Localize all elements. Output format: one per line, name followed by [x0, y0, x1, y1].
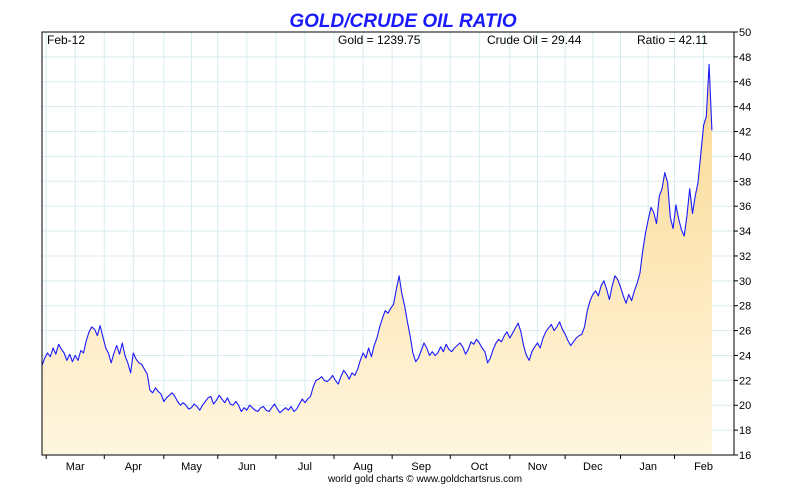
period-label: Feb-12: [47, 33, 85, 47]
series-line: [41, 63, 713, 414]
area-fill-layer: [41, 63, 713, 456]
chart-title: GOLD/CRUDE OIL RATIO: [289, 11, 517, 32]
y-tick-label: 44: [739, 102, 751, 114]
y-tick-label: 30: [739, 276, 751, 288]
x-tick-label: Dec: [583, 461, 603, 473]
crude-price-label: Crude Oil = 29.44: [487, 33, 582, 47]
x-tick-label: Apr: [125, 461, 142, 473]
x-tick-label: Feb: [694, 461, 713, 473]
x-axis: Mar Apr May Jun Jul Aug Sep Oct Nov Dec Jan Feb: [45, 455, 713, 473]
plot-frame: [41, 31, 735, 456]
ratio-value-label: Ratio = 42.11: [637, 33, 708, 47]
y-tick-label: 50: [739, 27, 751, 39]
x-tick-label: Oct: [471, 461, 488, 473]
x-tick-label: Jun: [238, 461, 256, 473]
y-tick-label: 26: [739, 326, 751, 338]
series-area: [42, 64, 712, 456]
y-tick-label: 32: [739, 251, 751, 263]
footer-credit: world gold charts © www.goldchartsrus.co…: [327, 474, 522, 485]
y-tick-label: 46: [739, 77, 751, 89]
y-tick-label: 42: [739, 127, 751, 139]
x-tick-label: Jul: [298, 461, 312, 473]
y-tick-label: 18: [739, 425, 751, 437]
x-tick-label: Sep: [411, 461, 431, 473]
gold-price-label: Gold = 1239.75: [338, 33, 421, 47]
y-tick-label: 36: [739, 201, 751, 213]
y-axis: 16 18 20 22 24 26 28 30 32 34 36 38 40 42 44 46 48 50: [734, 27, 751, 462]
y-tick-label: 20: [739, 400, 751, 412]
x-tick-label: Mar: [66, 461, 85, 473]
x-tick-label: Aug: [353, 461, 373, 473]
y-tick-label: 40: [739, 151, 751, 163]
x-tick-label: May: [181, 461, 202, 473]
y-tick-label: 16: [739, 450, 751, 462]
y-tick-label: 28: [739, 301, 751, 313]
y-tick-label: 38: [739, 176, 751, 188]
y-tick-label: 24: [739, 350, 751, 362]
x-tick-label: Nov: [528, 461, 548, 473]
y-tick-label: 34: [739, 226, 751, 238]
x-tick-label: Jan: [639, 461, 657, 473]
y-tick-label: 22: [739, 375, 751, 387]
y-tick-label: 48: [739, 52, 751, 64]
